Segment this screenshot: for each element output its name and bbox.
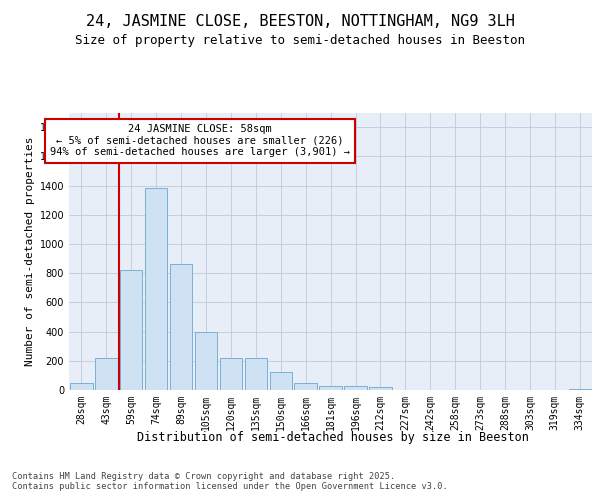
Text: 24 JASMINE CLOSE: 58sqm
← 5% of semi-detached houses are smaller (226)
94% of se: 24 JASMINE CLOSE: 58sqm ← 5% of semi-det… — [50, 124, 350, 158]
Bar — [369, 388, 392, 390]
Bar — [344, 386, 367, 390]
Bar — [195, 332, 217, 390]
Text: Contains HM Land Registry data © Crown copyright and database right 2025.
Contai: Contains HM Land Registry data © Crown c… — [12, 472, 448, 491]
Text: 24, JASMINE CLOSE, BEESTON, NOTTINGHAM, NG9 3LH: 24, JASMINE CLOSE, BEESTON, NOTTINGHAM, … — [86, 14, 514, 29]
Bar — [120, 270, 142, 390]
Text: Size of property relative to semi-detached houses in Beeston: Size of property relative to semi-detach… — [75, 34, 525, 47]
Bar — [569, 388, 591, 390]
Bar — [319, 386, 342, 390]
Bar — [70, 384, 92, 390]
Bar — [295, 382, 317, 390]
Bar — [245, 358, 267, 390]
Bar — [170, 264, 193, 390]
Bar — [220, 358, 242, 390]
Text: Distribution of semi-detached houses by size in Beeston: Distribution of semi-detached houses by … — [137, 431, 529, 444]
Bar — [145, 188, 167, 390]
Bar — [269, 372, 292, 390]
Y-axis label: Number of semi-detached properties: Number of semi-detached properties — [25, 136, 35, 366]
Bar — [95, 358, 118, 390]
